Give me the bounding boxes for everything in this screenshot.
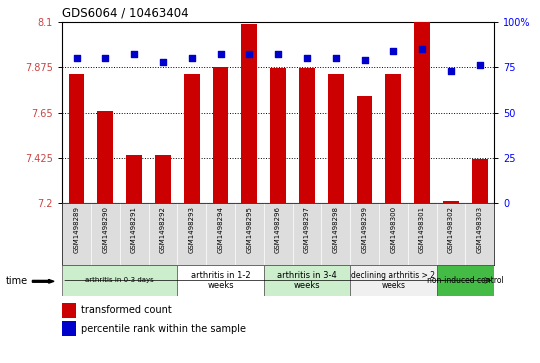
Text: GSM1498293: GSM1498293 (188, 206, 195, 253)
Bar (62, 265, 177, 296)
Point (332, 55, 340, 61)
Bar (241, 24, 257, 203)
Text: declining arthritis > 2
weeks: declining arthritis > 2 weeks (352, 271, 435, 290)
Point (187, 55, 196, 61)
Text: GSM1498300: GSM1498300 (390, 206, 396, 253)
Point (101, 55, 110, 61)
Point (418, 46, 427, 52)
Bar (213, 67, 228, 203)
Bar (436, 265, 494, 296)
Point (159, 59, 167, 65)
Bar (414, 22, 430, 203)
Text: time: time (5, 276, 28, 286)
Point (274, 52, 282, 57)
Bar (299, 68, 315, 203)
Text: GSM1498292: GSM1498292 (160, 206, 166, 253)
Text: GSM1498301: GSM1498301 (419, 206, 425, 253)
Bar (177, 265, 264, 296)
Point (360, 57, 369, 63)
Bar (386, 74, 401, 203)
Bar (126, 155, 142, 203)
Text: GSM1498303: GSM1498303 (477, 206, 483, 253)
Point (475, 62, 484, 68)
Text: GSM1498294: GSM1498294 (218, 206, 224, 253)
Text: GSM1498302: GSM1498302 (448, 206, 454, 253)
Bar (472, 159, 488, 203)
Bar (328, 74, 343, 203)
Point (245, 52, 254, 57)
Point (447, 68, 455, 74)
Bar (69, 74, 84, 203)
Bar (264, 265, 350, 296)
Bar (356, 97, 373, 203)
Text: GSM1498298: GSM1498298 (333, 206, 339, 253)
Text: GSM1498297: GSM1498297 (304, 206, 310, 253)
Text: GSM1498296: GSM1498296 (275, 206, 281, 253)
Bar (97, 110, 113, 203)
Text: GDS6064 / 10463404: GDS6064 / 10463404 (62, 6, 188, 19)
Point (72, 55, 81, 61)
Text: arthritis in 0-3 days: arthritis in 0-3 days (85, 277, 154, 284)
Bar (184, 74, 200, 203)
Text: GSM1498295: GSM1498295 (246, 206, 252, 253)
Text: GSM1498290: GSM1498290 (102, 206, 109, 253)
Bar (155, 155, 171, 203)
Point (389, 48, 397, 54)
Text: arthritis in 1-2
weeks: arthritis in 1-2 weeks (191, 271, 251, 290)
Text: transformed count: transformed count (81, 305, 172, 315)
Point (302, 55, 311, 61)
Text: percentile rank within the sample: percentile rank within the sample (81, 323, 246, 334)
Bar (270, 68, 286, 203)
Text: GSM1498289: GSM1498289 (73, 206, 79, 253)
Text: GSM1498291: GSM1498291 (131, 206, 137, 253)
Bar (350, 265, 436, 296)
Text: non-induced control: non-induced control (427, 276, 504, 285)
Text: GSM1498299: GSM1498299 (361, 206, 368, 253)
Text: arthritis in 3-4
weeks: arthritis in 3-4 weeks (277, 271, 337, 290)
Bar (443, 201, 459, 203)
Point (216, 52, 225, 57)
Point (130, 52, 138, 57)
